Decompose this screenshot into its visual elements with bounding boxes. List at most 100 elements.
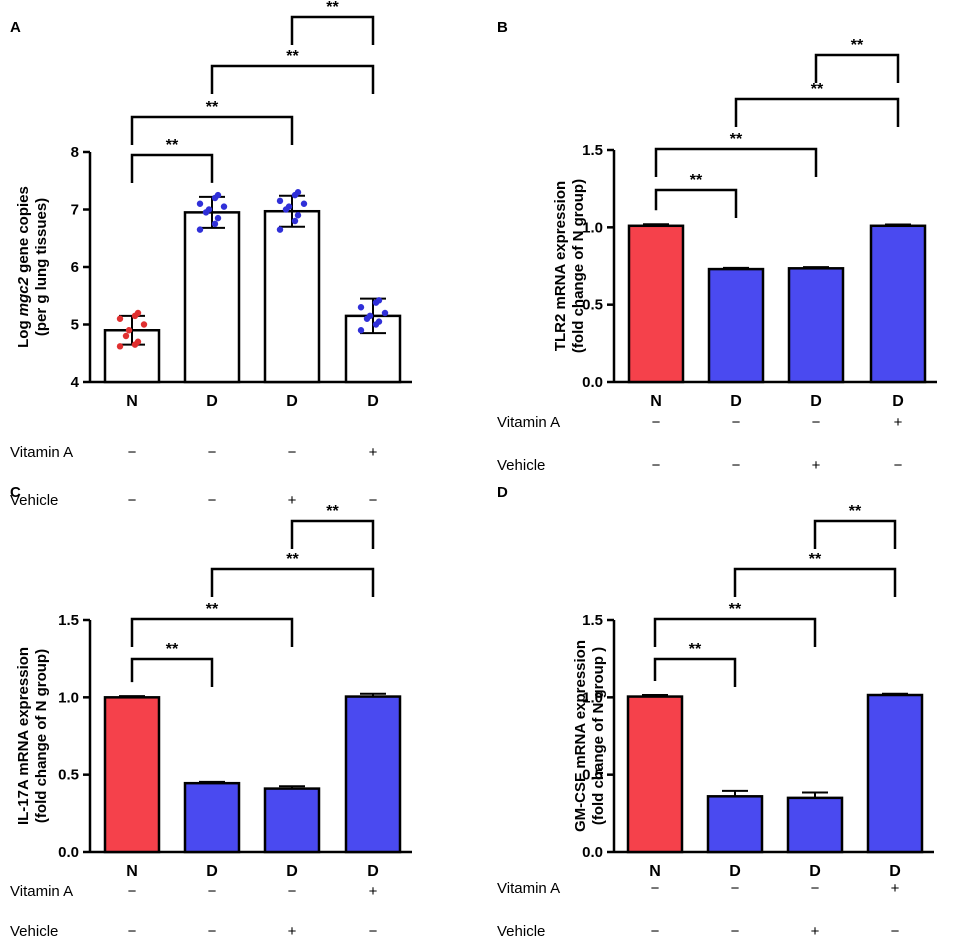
treatment-sign: −	[652, 414, 661, 431]
treatment-sign: −	[128, 883, 137, 900]
data-point	[214, 191, 222, 199]
category-label: D	[286, 863, 298, 880]
significance-bracket	[733, 567, 897, 597]
data-point	[276, 226, 284, 233]
bar	[706, 795, 764, 854]
bar	[263, 787, 321, 854]
category-label: D	[810, 393, 822, 410]
significance-bracket	[653, 657, 737, 687]
significance-bracket	[734, 97, 900, 127]
data-point	[357, 304, 365, 311]
treatment-sign: −	[208, 923, 217, 940]
y-tick-label: 1.0	[582, 219, 603, 236]
treatment-sign: −	[128, 492, 137, 509]
significance-label: **	[326, 0, 339, 16]
y-tick-label: 1.5	[582, 612, 603, 629]
y-axis-label-line1: GM-CSF mRNA expression	[572, 640, 589, 832]
data-point	[357, 327, 365, 334]
data-point	[140, 321, 148, 328]
significance-bracket	[653, 617, 817, 647]
significance-label: **	[729, 601, 742, 618]
treatment-row-label: Vehicle	[10, 923, 58, 940]
data-point	[211, 220, 219, 228]
category-label: D	[892, 393, 904, 410]
category-label: D	[367, 863, 379, 880]
panel-b-label: B	[497, 19, 508, 36]
y-tick-label: 8	[71, 144, 79, 161]
significance-label: **	[811, 81, 824, 98]
y-tick-label: 6	[71, 259, 79, 276]
data-point	[196, 226, 204, 233]
treatment-sign: −	[288, 883, 297, 900]
bar	[707, 267, 765, 384]
y-tick-label: 4	[71, 374, 80, 391]
y-axis-label-line2: (fold change of N group)	[570, 179, 587, 353]
significance-bracket	[130, 115, 294, 145]
data-point	[134, 309, 142, 317]
data-point	[134, 338, 142, 345]
significance-label: **	[849, 503, 862, 520]
treatment-sign: −	[731, 923, 740, 940]
treatment-sign: −	[208, 444, 217, 461]
significance-label: **	[809, 551, 822, 568]
y-axis-label-line1: Log mgc2 gene copies	[15, 186, 32, 348]
y-axis-label-line2: (per g lung tissues)	[33, 198, 50, 336]
category-label: D	[889, 863, 901, 880]
category-label: N	[650, 393, 662, 410]
category-label: N	[649, 863, 661, 880]
significance-label: **	[851, 37, 864, 54]
data-point	[196, 200, 204, 207]
significance-label: **	[286, 48, 299, 65]
panel-d-label: D	[497, 484, 508, 501]
treatment-sign: +	[812, 457, 821, 474]
significance-label: **	[326, 503, 339, 520]
significance-label: **	[286, 551, 299, 568]
y-axis-label-line1: IL-17A mRNA expression	[15, 647, 32, 825]
significance-bracket	[654, 188, 738, 218]
significance-bracket	[813, 519, 897, 549]
significance-label: **	[206, 99, 219, 116]
panel-c-label: C	[10, 484, 21, 501]
data-point	[300, 200, 308, 207]
treatment-sign: −	[208, 492, 217, 509]
data-point	[291, 217, 299, 225]
category-label: D	[367, 393, 379, 410]
significance-bracket	[290, 15, 375, 45]
bar	[626, 695, 684, 854]
bar	[786, 796, 844, 854]
data-point	[366, 312, 374, 320]
data-point	[381, 309, 389, 317]
treatment-sign: −	[369, 492, 378, 509]
category-label: D	[286, 393, 298, 410]
category-label: D	[729, 863, 741, 880]
treatment-sign: −	[128, 923, 137, 940]
data-point	[214, 214, 222, 222]
treatment-row-label: Vitamin A	[497, 880, 560, 897]
significance-label: **	[206, 601, 219, 618]
treatment-sign: −	[651, 880, 660, 897]
treatment-sign: −	[891, 923, 900, 940]
treatment-row-label: Vitamin A	[497, 414, 560, 431]
data-point	[122, 332, 130, 340]
treatment-sign: +	[369, 883, 378, 900]
treatment-sign: −	[731, 880, 740, 897]
treatment-row-label: Vitamin A	[10, 883, 73, 900]
data-point	[220, 203, 228, 210]
treatment-sign: −	[128, 444, 137, 461]
category-label: D	[206, 393, 218, 410]
treatment-sign: −	[732, 414, 741, 431]
bar	[183, 781, 241, 854]
category-label: D	[206, 863, 218, 880]
y-tick-label: 0.5	[582, 767, 603, 784]
significance-bracket	[814, 53, 900, 83]
significance-bracket	[130, 153, 214, 183]
significance-bracket	[130, 657, 214, 687]
bar	[103, 696, 161, 854]
data-point	[116, 343, 124, 350]
treatment-sign: −	[369, 923, 378, 940]
y-axis-label-line1: TLR2 mRNA expression	[552, 181, 569, 351]
treatment-row-label: Vehicle	[497, 923, 545, 940]
